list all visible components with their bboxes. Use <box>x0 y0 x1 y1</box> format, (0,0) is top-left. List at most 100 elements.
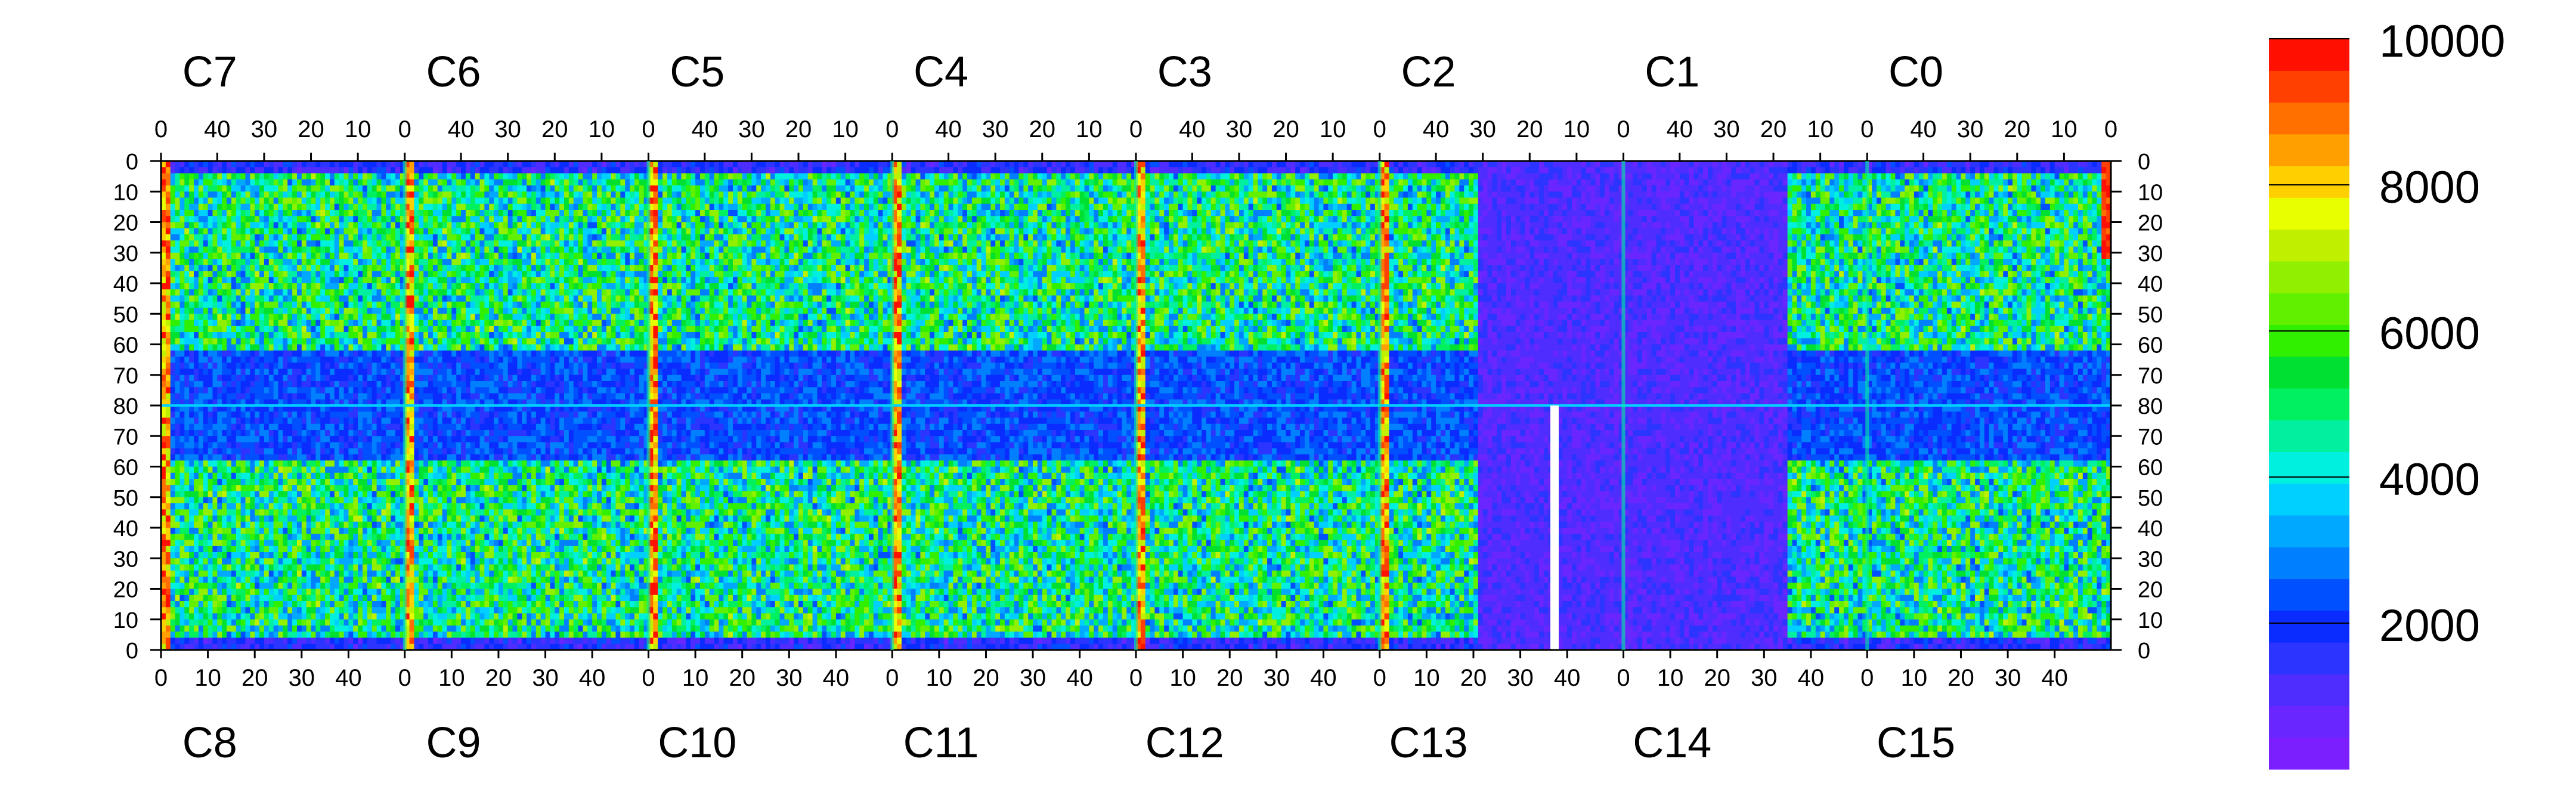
heatmap-cell <box>273 216 279 222</box>
heatmap-cell <box>170 637 176 645</box>
heatmap-cell <box>170 619 176 626</box>
heatmap-cell <box>170 320 176 327</box>
heatmap-cell <box>404 246 410 253</box>
heatmap-cell <box>334 283 340 290</box>
heatmap-cell <box>222 546 227 553</box>
heatmap-cell <box>475 326 481 333</box>
heatmap-cell <box>264 643 270 651</box>
heatmap-cell <box>292 479 298 485</box>
heatmap-cell <box>470 185 476 192</box>
heatmap-cell <box>189 326 194 333</box>
heatmap-cell <box>306 479 312 485</box>
heatmap-cell <box>315 515 321 522</box>
heatmap-cell <box>227 179 232 186</box>
heatmap-cell <box>376 534 382 540</box>
heatmap-cell <box>259 179 265 186</box>
heatmap-cell <box>363 399 368 406</box>
heatmap-cell <box>451 374 457 382</box>
heatmap-cell <box>391 179 396 186</box>
heatmap-cell <box>348 308 354 314</box>
heatmap-cell <box>292 583 298 589</box>
heatmap-cell <box>376 528 382 534</box>
heatmap-cell <box>353 454 358 461</box>
heatmap-cell <box>194 240 199 247</box>
heatmap-cell <box>236 308 242 314</box>
heatmap-cell <box>161 259 166 265</box>
heatmap-cell <box>376 308 382 314</box>
heatmap-cell <box>367 454 373 461</box>
heatmap-cell <box>273 332 279 339</box>
heatmap-cell <box>194 314 199 320</box>
heatmap-cell <box>419 363 424 369</box>
heatmap-cell <box>437 173 443 180</box>
heatmap-cell <box>194 619 199 626</box>
heatmap-cell <box>217 295 222 302</box>
heatmap-cell <box>400 442 405 449</box>
heatmap-cell <box>386 601 391 608</box>
heatmap-cell <box>250 222 255 229</box>
heatmap-cell <box>400 265 405 271</box>
heatmap-cell <box>371 161 377 168</box>
heatmap-cell <box>315 570 321 577</box>
heatmap-cell <box>334 491 340 498</box>
heatmap-cell <box>203 363 209 369</box>
heatmap-cell <box>179 558 185 565</box>
heatmap-cell <box>404 363 410 369</box>
heatmap-cell <box>283 173 288 180</box>
heatmap-cell <box>367 558 373 565</box>
heatmap-cell <box>259 417 265 425</box>
heatmap-cell <box>236 338 242 345</box>
heatmap-cell <box>386 521 391 528</box>
heatmap-cell <box>432 173 438 180</box>
heatmap-cell <box>240 357 246 363</box>
heatmap-cell <box>184 381 190 388</box>
heatmap-cell <box>461 161 466 168</box>
heatmap-cell <box>315 637 321 645</box>
heatmap-cell <box>287 314 293 320</box>
heatmap-cell <box>222 643 227 651</box>
heatmap-cell <box>381 509 386 516</box>
heatmap-cell <box>165 472 171 479</box>
heatmap-cell <box>329 626 335 632</box>
heatmap-cell <box>161 491 166 498</box>
heatmap-cell <box>339 601 345 608</box>
heatmap-cell <box>461 259 466 265</box>
heatmap-cell <box>498 320 504 327</box>
heatmap-cell <box>343 374 349 382</box>
heatmap-cell <box>315 197 321 205</box>
heatmap-cell <box>236 191 242 198</box>
heatmap-cell <box>245 399 250 406</box>
heatmap-cell <box>217 350 222 357</box>
heatmap-cell <box>358 197 363 205</box>
heatmap-cell <box>184 191 190 198</box>
heatmap-cell <box>315 460 321 467</box>
heatmap-cell <box>165 374 171 382</box>
heatmap-cell <box>358 203 363 210</box>
heatmap-cell <box>255 631 260 638</box>
heatmap-cell <box>400 448 405 455</box>
heatmap-cell <box>498 259 504 265</box>
heatmap-cell <box>479 399 485 406</box>
heatmap-cell <box>301 277 307 284</box>
heatmap-cell <box>296 619 302 626</box>
heatmap-cell <box>395 265 401 271</box>
heatmap-cell <box>339 491 345 498</box>
heatmap-cell <box>376 613 382 620</box>
heatmap-cell <box>456 301 462 308</box>
heatmap-cell <box>245 283 250 290</box>
heatmap-cell <box>292 509 298 516</box>
heatmap-cell <box>470 197 476 205</box>
heatmap-cell <box>311 265 316 271</box>
heatmap-cell <box>423 393 429 400</box>
heatmap-cell <box>179 179 185 186</box>
heatmap-cell <box>184 308 190 314</box>
heatmap-cell <box>381 589 386 596</box>
heatmap-cell <box>161 350 166 357</box>
heatmap-cell <box>311 350 316 357</box>
heatmap-cell <box>184 179 190 186</box>
heatmap-cell <box>165 460 171 467</box>
heatmap-cell <box>419 173 424 180</box>
heatmap-cell <box>386 173 391 180</box>
heatmap-cell <box>208 613 213 620</box>
heatmap-cell <box>423 308 429 314</box>
